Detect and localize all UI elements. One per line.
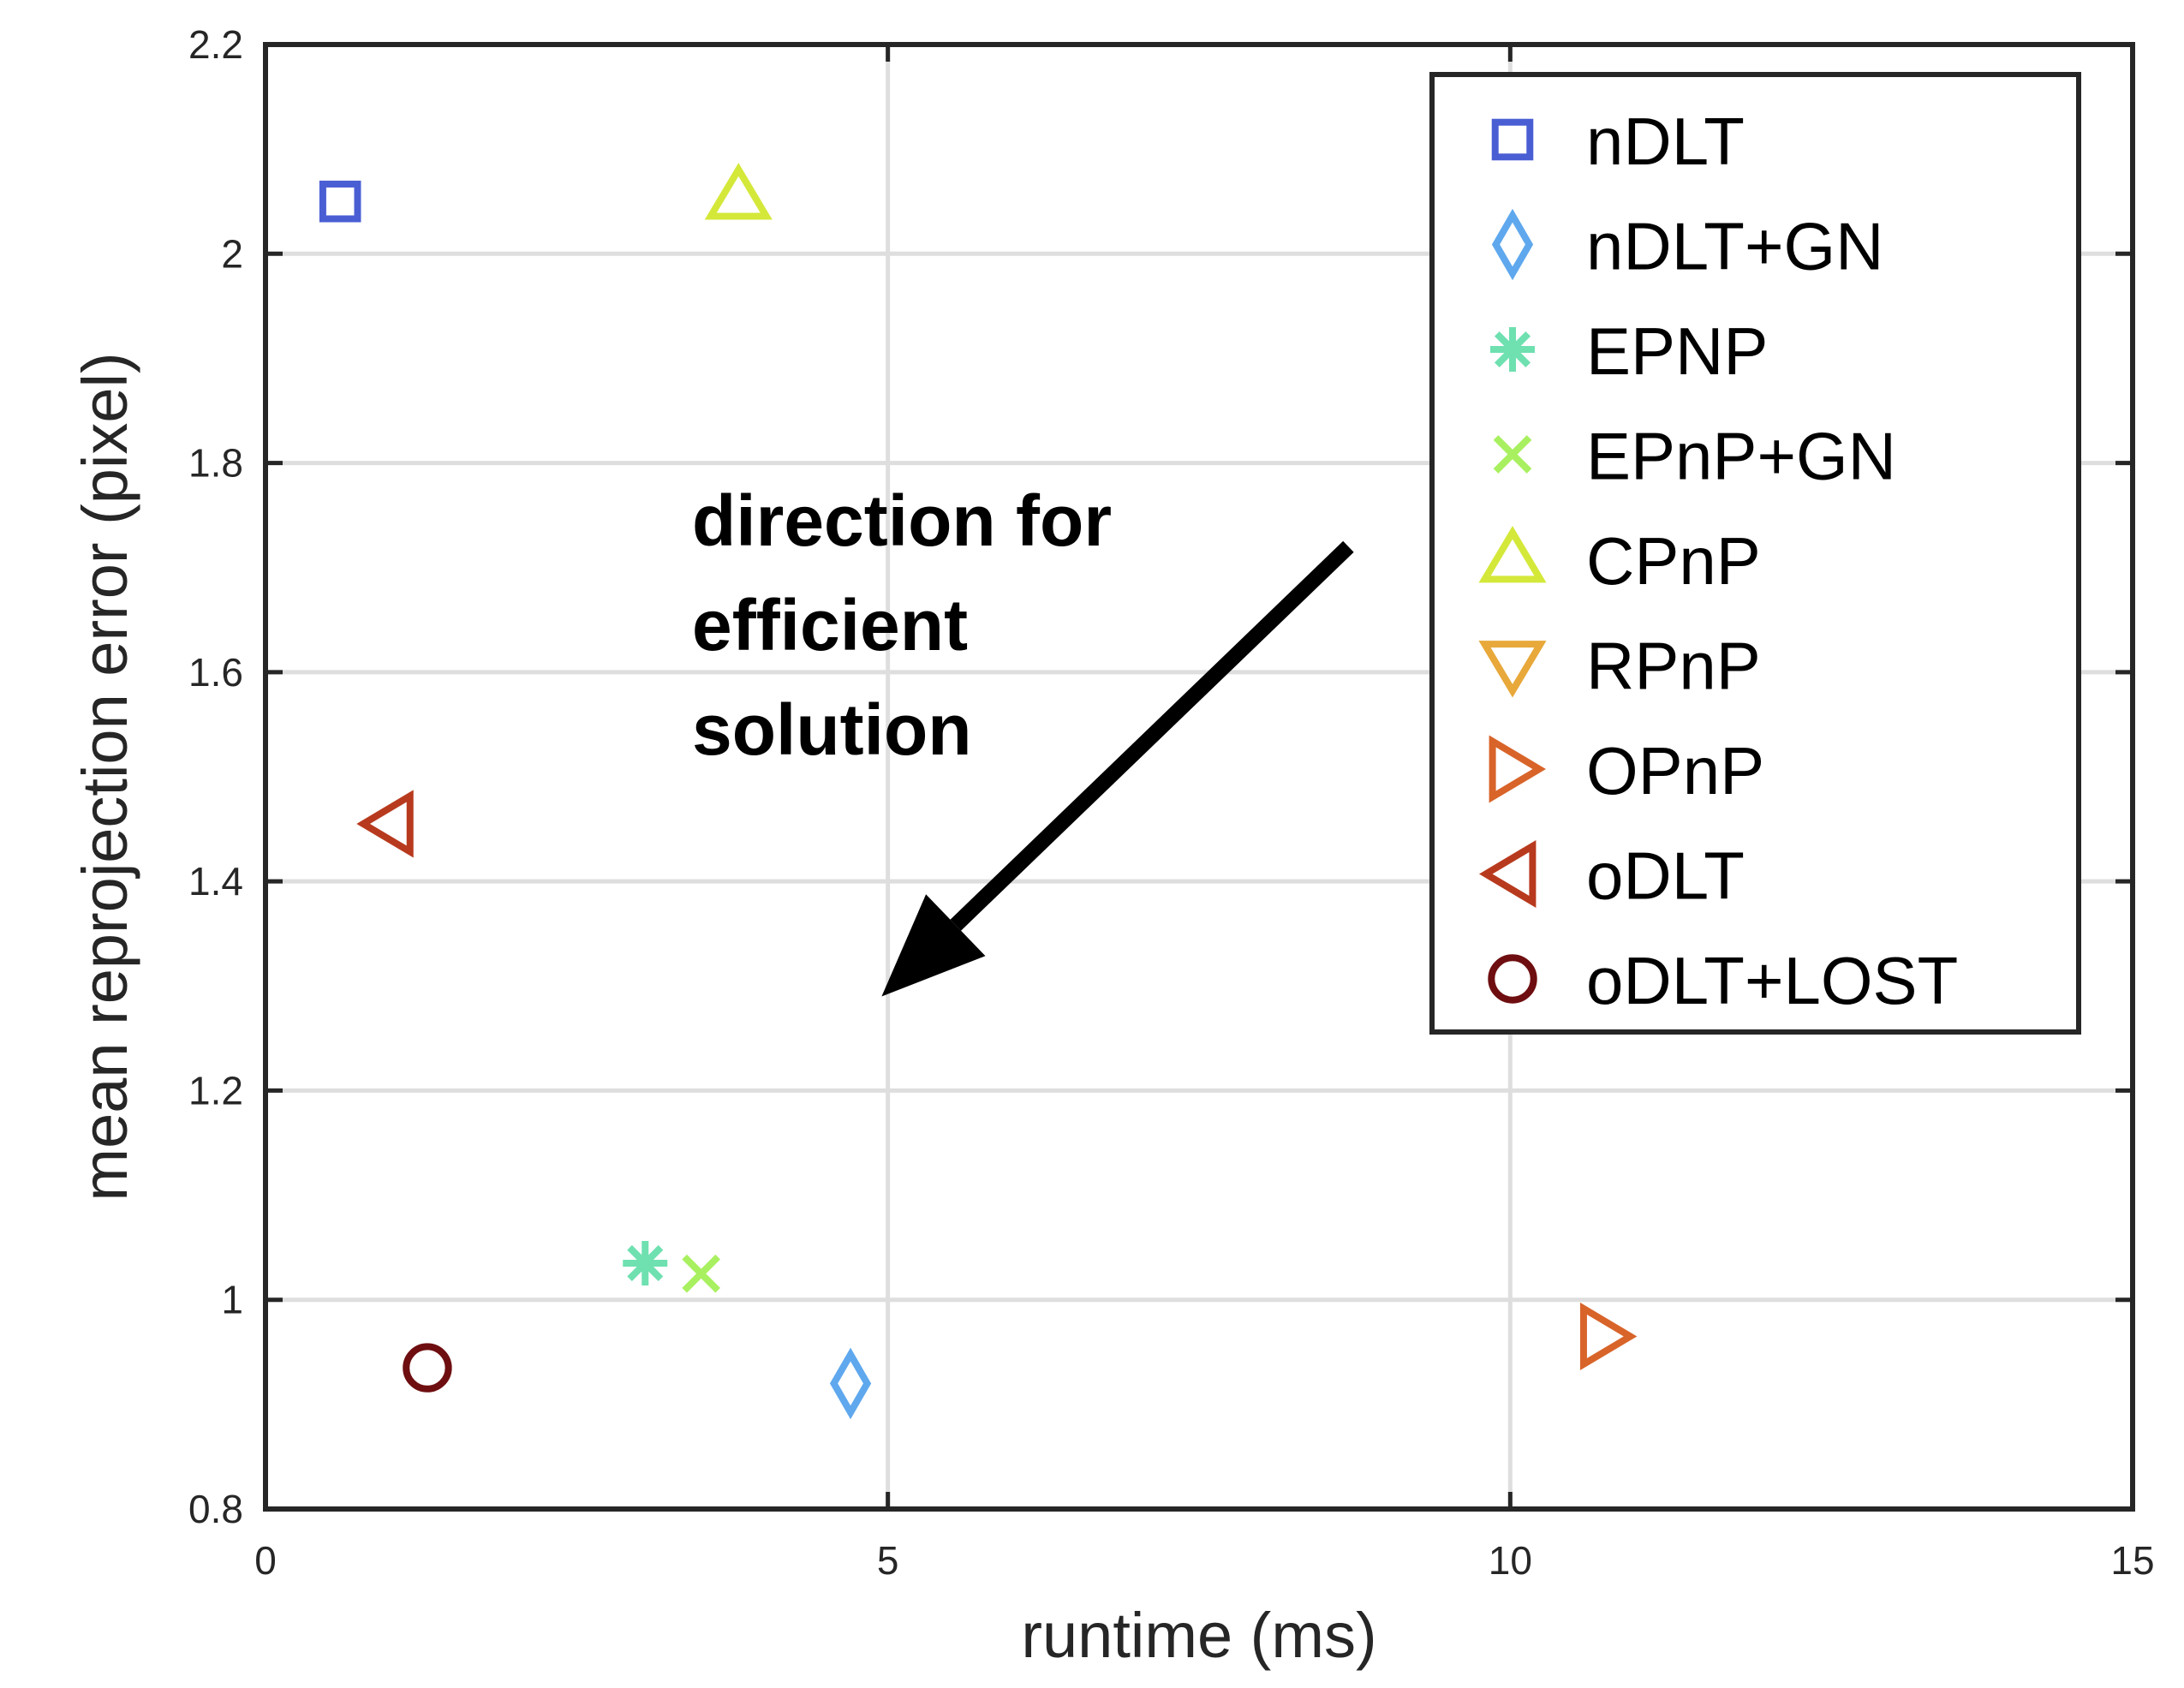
legend-marker: [1493, 435, 1532, 474]
legend-label: nDLT: [1586, 104, 1745, 179]
square-marker: [1491, 118, 1534, 161]
data-point-ndlt: [319, 180, 361, 223]
x-tick-label: 15: [2110, 1538, 2154, 1583]
asterisk-marker-stroke: [1494, 331, 1531, 368]
legend-marker: [1478, 525, 1547, 583]
data-point-ndlt-gn: [829, 1347, 872, 1420]
legend-marker: [1488, 954, 1537, 1004]
legend-marker: [1490, 327, 1535, 372]
legend-label: EPNP: [1586, 313, 1768, 389]
legend-marker: [1491, 208, 1534, 281]
legend-label: EPnP+GN: [1586, 419, 1896, 494]
legend-label: oDLT: [1586, 838, 1745, 914]
tick-labels: 0 5 10 15 0.8 1 1.2 1.4 1.6 1.8 2 2.2: [188, 22, 2155, 1583]
legend: nDLT nDLT+GN EPNP EPnP+GN CPnP RPnP OPnP oDLT oD…: [1429, 72, 2081, 1035]
diamond-marker: [1491, 208, 1534, 281]
legend-marker: [1478, 641, 1547, 698]
legend-marker: [1478, 839, 1537, 909]
annotation-arrow-shaft: [950, 540, 1354, 931]
legend-label: CPnP: [1586, 523, 1761, 599]
data-points: [319, 163, 1638, 1420]
legend-marker: [1489, 735, 1547, 803]
circle-marker: [403, 1343, 452, 1393]
x-marker-stroke: [1493, 435, 1532, 474]
y-tick-label: 0.8: [188, 1487, 243, 1531]
triangle-down-marker: [1478, 641, 1547, 698]
legend-label: OPnP: [1586, 733, 1764, 808]
plot-frame: [263, 42, 2135, 1512]
x-tick-label: 0: [254, 1538, 277, 1583]
legend-label: nDLT+GN: [1586, 209, 1884, 284]
y-tick-label: 2.2: [188, 22, 243, 67]
annotation-group: direction for efficient solution: [692, 480, 1354, 997]
data-point-opnp: [1579, 1302, 1638, 1371]
data-point-epnp-gn: [682, 1254, 720, 1293]
y-axis-label: mean reprojection error (pixel): [69, 352, 140, 1201]
x-tick-label: 5: [877, 1538, 899, 1583]
y-tick-label: 1.2: [188, 1068, 243, 1112]
y-tick-label: 2: [221, 231, 243, 276]
square-marker: [319, 180, 361, 223]
data-point-cpnp: [704, 163, 773, 220]
x-axis-label: runtime (ms): [1021, 1600, 1376, 1671]
triangle-right-marker: [1579, 1302, 1638, 1371]
triangle-left-marker: [356, 790, 414, 858]
data-point-epnp: [623, 1240, 668, 1285]
annotation-text-line: solution: [692, 689, 972, 770]
y-tick-label: 1.8: [188, 441, 243, 486]
axes: [263, 42, 2135, 1512]
legend-box: [1429, 72, 2081, 1035]
annotation-text-line: direction for: [692, 480, 1112, 561]
triangle-up-marker: [1478, 525, 1547, 583]
legend-label: oDLT+LOST: [1586, 943, 1958, 1018]
annotation-arrow-head: [881, 894, 986, 997]
diamond-marker: [829, 1347, 872, 1420]
asterisk-marker-stroke: [627, 1244, 664, 1281]
annotation-text-line: efficient: [692, 585, 968, 665]
legend-marker: [1491, 118, 1534, 161]
data-point-odlt-lost: [403, 1343, 452, 1393]
y-tick-label: 1: [221, 1278, 243, 1322]
triangle-up-marker: [704, 163, 773, 220]
y-tick-label: 1.6: [188, 650, 243, 695]
x-tick-label: 10: [1489, 1538, 1532, 1583]
y-tick-label: 1.4: [188, 859, 243, 904]
x-marker-stroke: [682, 1254, 720, 1293]
triangle-left-marker: [1478, 839, 1537, 909]
data-point-odlt: [356, 790, 414, 858]
triangle-right-marker: [1489, 735, 1547, 803]
legend-label: RPnP: [1586, 629, 1761, 704]
circle-marker: [1488, 954, 1537, 1004]
